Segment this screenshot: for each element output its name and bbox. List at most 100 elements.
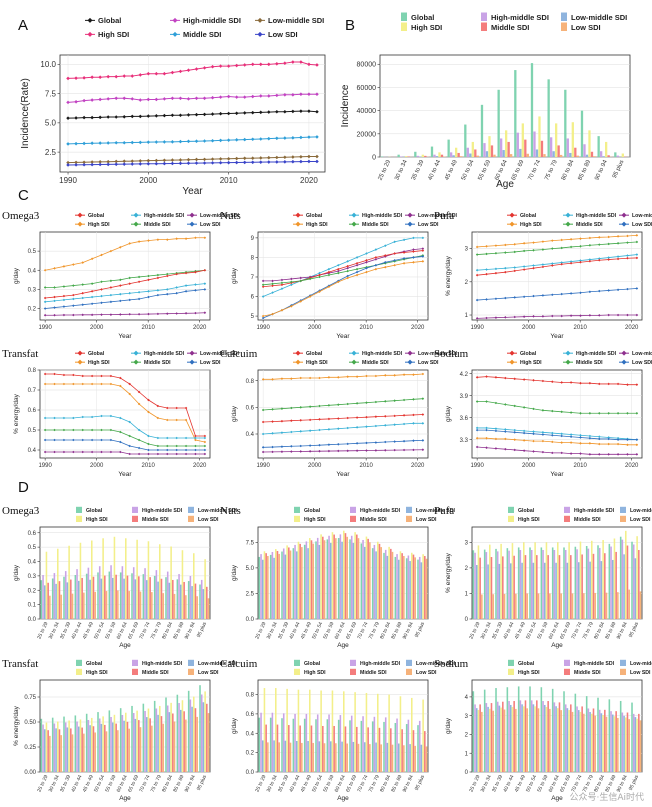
bar: [60, 735, 62, 772]
series-line: [262, 237, 423, 297]
data-point: [374, 449, 378, 452]
x-tick-label: 80 to 84: [561, 159, 576, 182]
data-point: [74, 163, 78, 167]
data-point: [374, 374, 378, 378]
bar: [173, 593, 176, 619]
data-point: [588, 411, 592, 415]
bar: [335, 743, 337, 772]
bar: [543, 562, 546, 619]
data-point: [90, 374, 94, 378]
bar: [560, 593, 562, 619]
data-point: [165, 448, 169, 452]
legend-key: [481, 22, 487, 31]
legend-key-marker: [77, 212, 83, 218]
data-point: [266, 136, 271, 141]
legend-key: [564, 506, 570, 513]
bar: [475, 565, 478, 619]
y-tick-label: 0.3: [28, 574, 37, 580]
bar: [63, 576, 65, 619]
data-point: [53, 416, 56, 420]
data-point: [551, 247, 554, 250]
bar: [384, 717, 387, 772]
legend-label: Low-middle SDI: [630, 661, 652, 667]
data-point: [194, 289, 197, 292]
data-point: [271, 432, 274, 435]
data-point: [98, 75, 102, 80]
bar: [185, 595, 187, 619]
data-point: [308, 405, 312, 408]
data-point: [53, 313, 56, 317]
bar: [564, 89, 567, 157]
bar: [356, 534, 358, 619]
data-point: [280, 283, 284, 287]
data-point: [280, 377, 284, 380]
legend-key-marker: [77, 359, 83, 365]
bar: [126, 575, 129, 619]
data-point: [532, 439, 535, 443]
data-point: [218, 64, 223, 68]
legend-label: High SDI: [411, 23, 442, 32]
data-point: [346, 276, 349, 280]
data-point: [475, 298, 479, 302]
bar: [322, 536, 324, 619]
data-point: [162, 113, 167, 118]
bar: [623, 715, 625, 772]
data-point: [635, 240, 639, 244]
y-tick-label: 4.2: [460, 372, 469, 378]
data-point: [402, 422, 406, 426]
data-point: [90, 382, 94, 386]
bar: [409, 561, 411, 619]
data-point: [100, 382, 103, 386]
legend-key-marker: [565, 221, 571, 227]
x-tick-label: 95 plus: [628, 621, 640, 639]
bar: [119, 572, 122, 619]
data-point: [504, 316, 507, 319]
data-point: [66, 100, 70, 105]
data-point: [291, 136, 295, 140]
data-point: [210, 64, 215, 69]
bar: [409, 744, 411, 772]
bar: [608, 543, 611, 619]
bar: [493, 154, 496, 157]
data-point: [162, 161, 167, 166]
bar: [502, 701, 504, 772]
bar: [585, 696, 588, 772]
bar: [564, 704, 567, 772]
legend-key: [76, 506, 82, 513]
data-point: [66, 76, 70, 81]
data-point: [283, 92, 287, 97]
data-point: [137, 402, 141, 406]
bar: [516, 132, 519, 157]
series-line: [477, 234, 637, 248]
data-point: [186, 113, 191, 117]
bar: [592, 553, 595, 619]
bar: [91, 717, 93, 772]
bar: [597, 136, 600, 157]
data-point: [210, 157, 215, 161]
legend-label: Middle SDI: [491, 23, 529, 32]
bar: [509, 563, 512, 619]
data-point: [532, 266, 535, 270]
data-point: [541, 409, 545, 412]
bar: [307, 741, 309, 772]
data-point: [299, 406, 303, 409]
data-point: [569, 435, 573, 439]
data-point: [588, 236, 592, 240]
data-point: [299, 154, 303, 159]
bar: [537, 593, 540, 619]
bar: [532, 562, 535, 619]
bar: [168, 582, 171, 619]
x-tick-label: 40 to 44: [428, 159, 443, 182]
y-tick-label: 0.4: [246, 432, 255, 438]
data-point: [299, 135, 303, 140]
bar: [108, 571, 111, 619]
bar: [288, 725, 290, 772]
data-point: [98, 97, 102, 102]
bar: [299, 725, 301, 772]
data-point: [100, 288, 103, 291]
data-point: [100, 450, 103, 454]
bar: [551, 688, 554, 772]
data-point: [280, 450, 284, 454]
x-tick-label: 95 plus: [628, 774, 640, 792]
bar: [513, 555, 515, 619]
